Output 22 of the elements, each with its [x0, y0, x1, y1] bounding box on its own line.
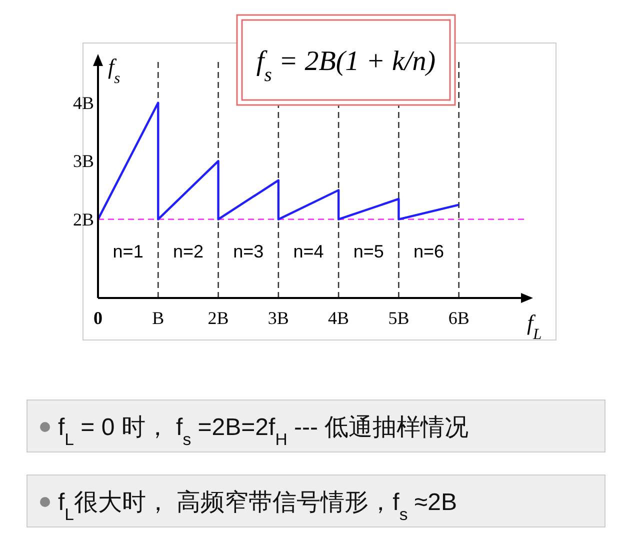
annotation: n=4 [293, 241, 324, 262]
line-series [96, 102, 460, 220]
x-tick-label: 4B [328, 308, 350, 328]
annotation: n=5 [353, 241, 384, 262]
x-tick-label: B [152, 308, 164, 328]
x-tick-label: 0 [94, 308, 102, 328]
x-tick-label: 3B [268, 308, 289, 328]
annotation: n=6 [414, 241, 444, 262]
x-tick-label: 5B [388, 308, 410, 328]
y-tick-label: 4B [72, 92, 94, 113]
chart-title: f$_{s}$ = 2B(1 + k/n) [256, 46, 436, 86]
x-axis-title: f$_{L}$ [527, 310, 542, 342]
annotation: n=3 [233, 241, 264, 262]
y-tick-label: 3B [72, 151, 94, 172]
text: f$_{L}$很大时， 高频窄带信号情形，f$_{s}$ ≈2B [58, 489, 457, 524]
y-axis-title: f$_{s}$ [108, 54, 120, 86]
x-tick-label: 2B [208, 308, 229, 328]
annotation: n=2 [172, 241, 204, 262]
y-tick-label: 2B [72, 209, 94, 230]
annotation: n=1 [112, 241, 144, 262]
text: f$_{L}$ = 0 时， f$_{s}$ =2B=2f$_{H}$ --- 低通抽样情况 [58, 414, 469, 448]
x-tick-label: 6B [448, 308, 470, 328]
